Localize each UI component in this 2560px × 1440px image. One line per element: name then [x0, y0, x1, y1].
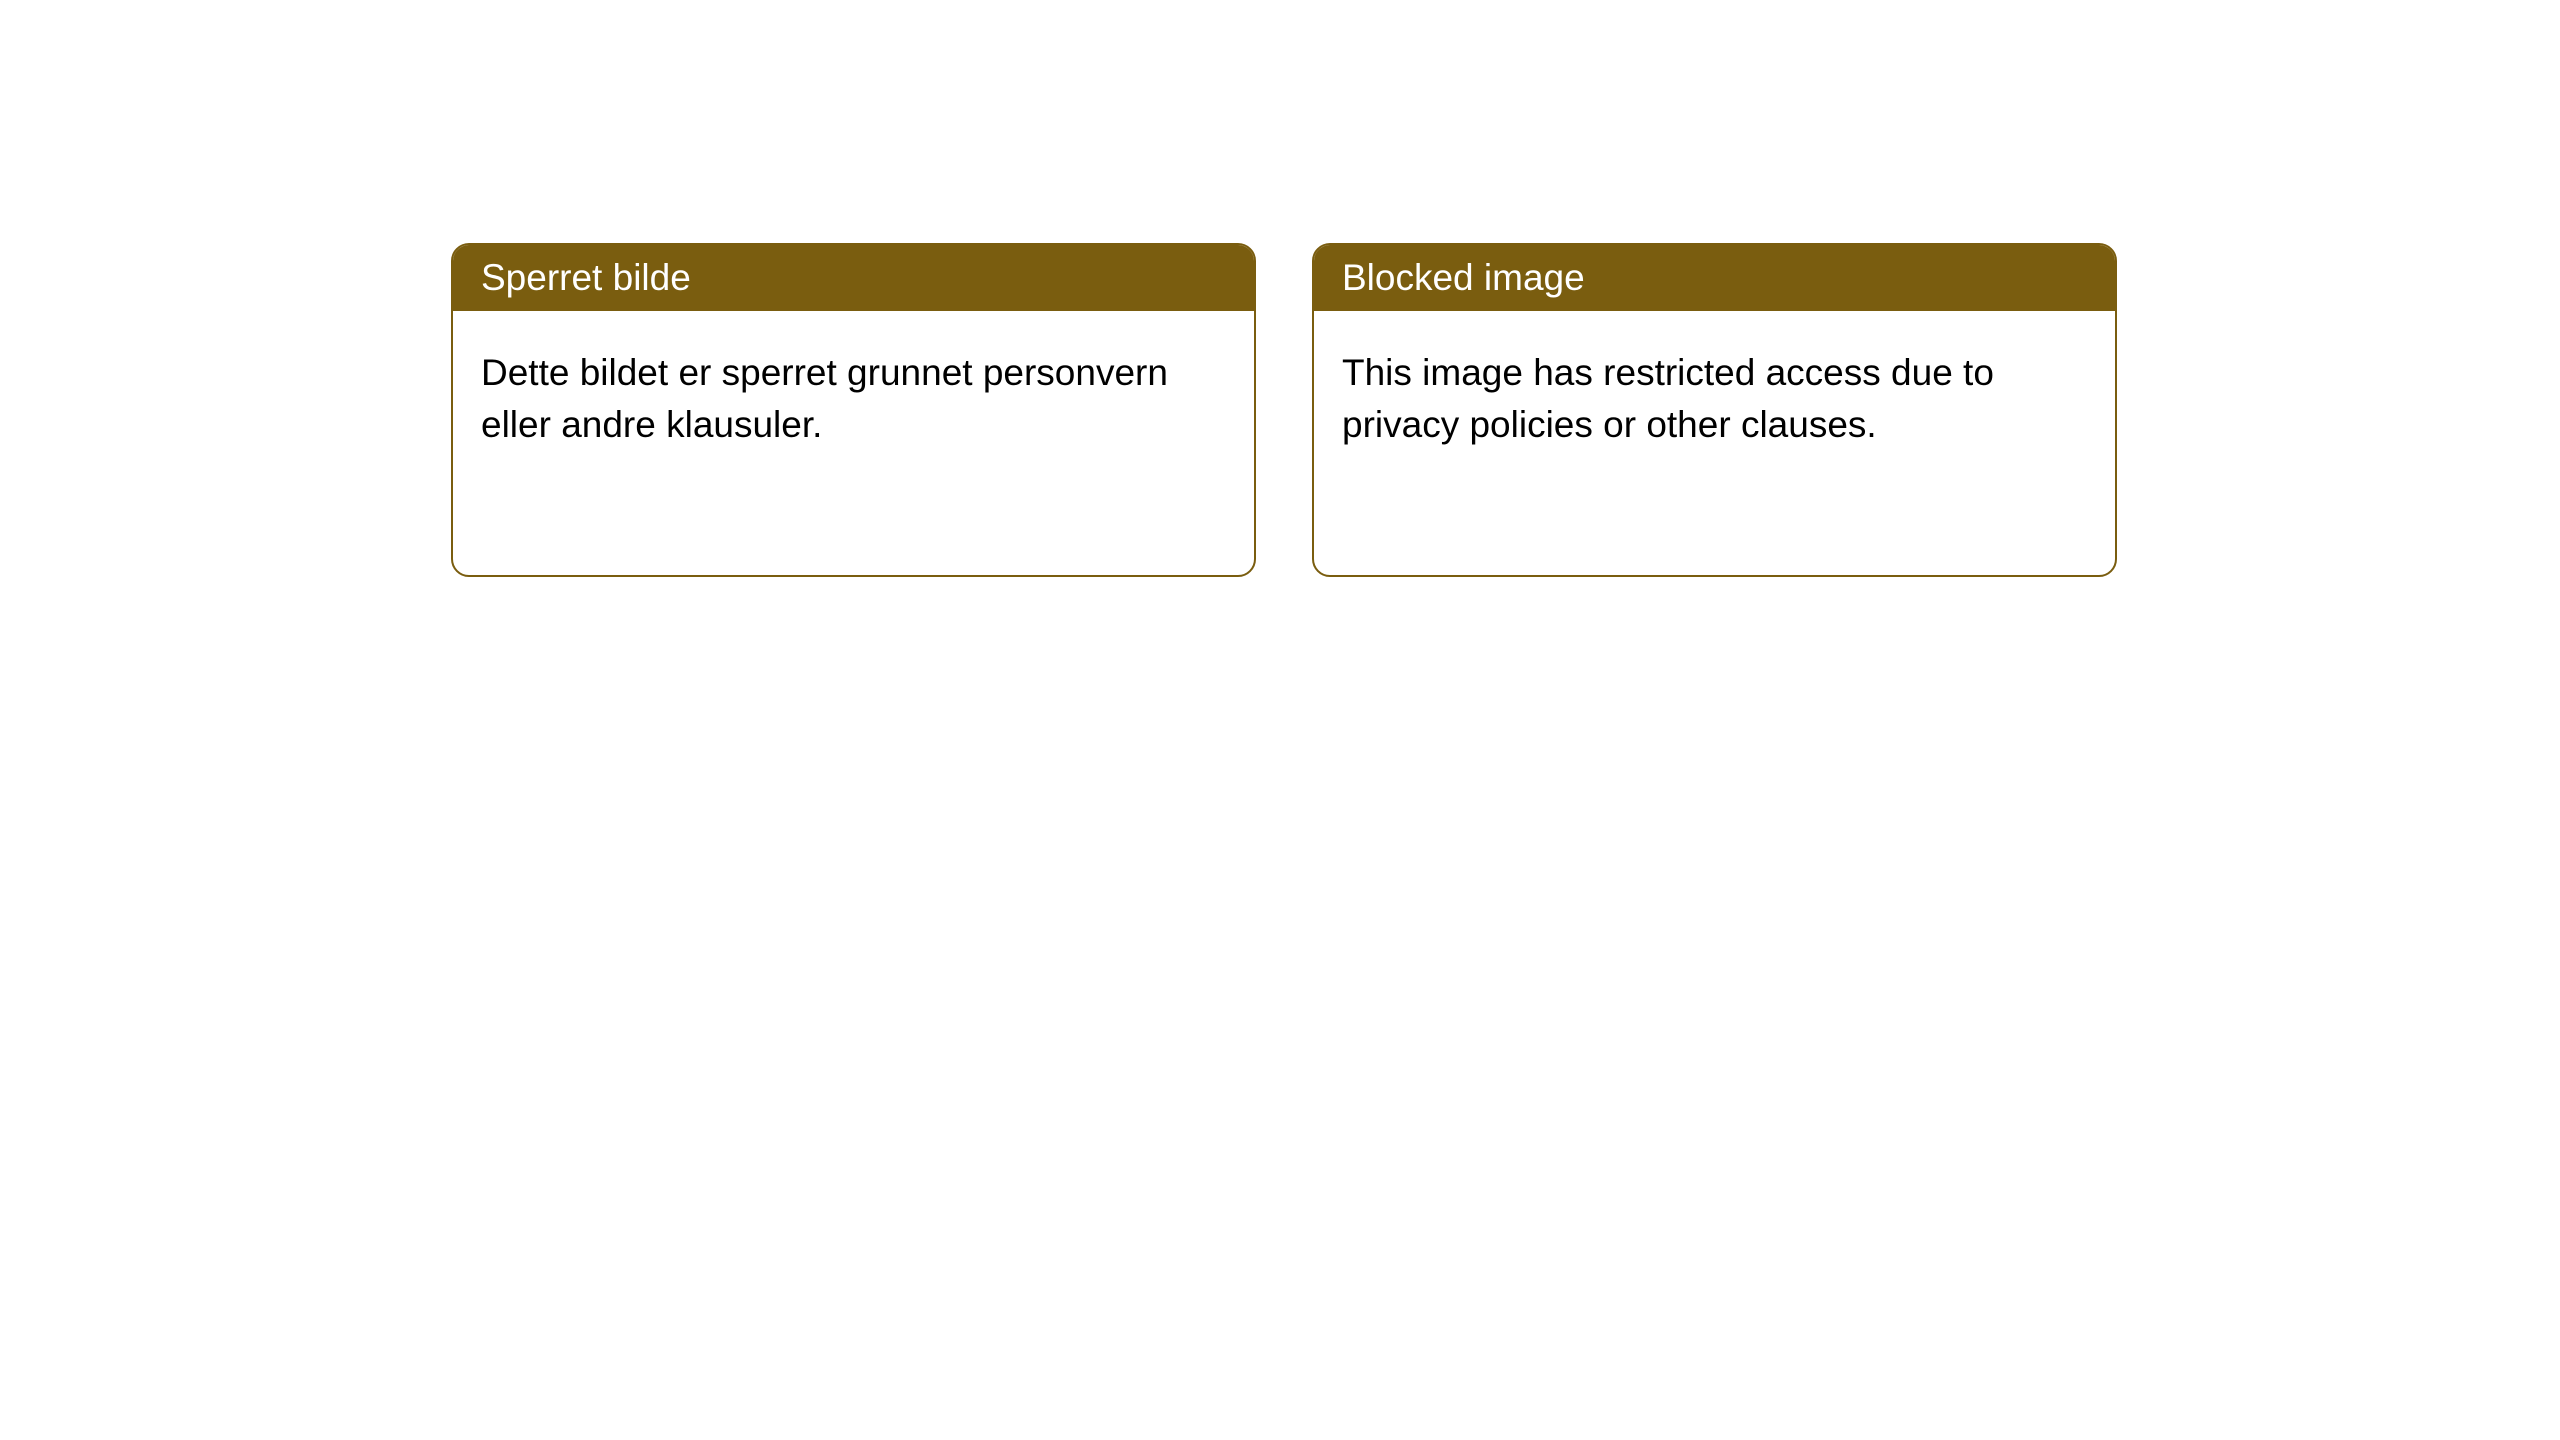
card-message-en: This image has restricted access due to …	[1342, 352, 1994, 445]
card-message-no: Dette bildet er sperret grunnet personve…	[481, 352, 1168, 445]
card-header-no: Sperret bilde	[453, 245, 1254, 311]
card-body-en: This image has restricted access due to …	[1314, 311, 2115, 487]
card-header-en: Blocked image	[1314, 245, 2115, 311]
card-title-no: Sperret bilde	[481, 257, 691, 298]
card-title-en: Blocked image	[1342, 257, 1585, 298]
blocked-image-card-en: Blocked image This image has restricted …	[1312, 243, 2117, 577]
card-body-no: Dette bildet er sperret grunnet personve…	[453, 311, 1254, 487]
notice-container: Sperret bilde Dette bildet er sperret gr…	[0, 0, 2560, 577]
blocked-image-card-no: Sperret bilde Dette bildet er sperret gr…	[451, 243, 1256, 577]
